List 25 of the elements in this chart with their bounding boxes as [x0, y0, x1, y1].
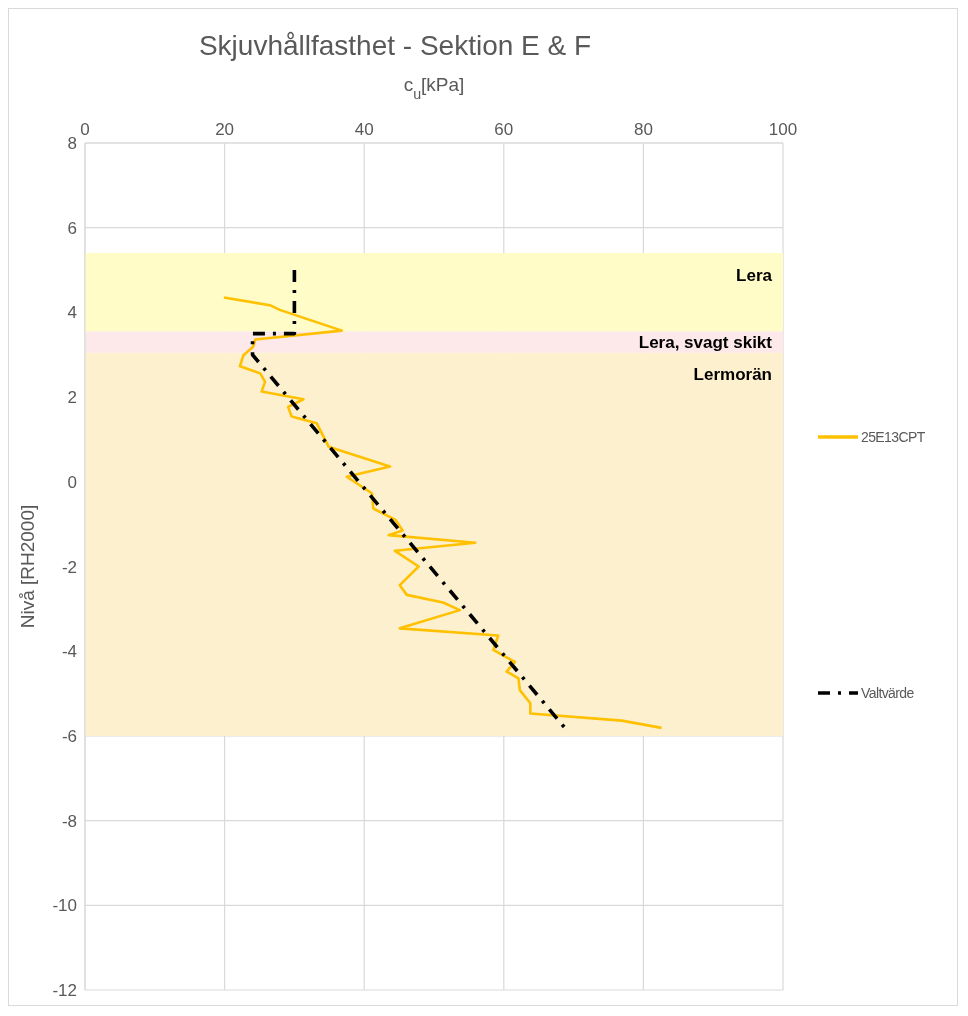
y-tick-label: -6: [61, 726, 77, 746]
legend-label: Valtvärde: [861, 685, 914, 701]
y-tick-label: 0: [67, 472, 77, 492]
x-tick-label: 80: [633, 120, 653, 139]
x-axis-title: c$_{u}$[kPa]: [403, 74, 465, 102]
y-tick-label: -12: [52, 981, 77, 1001]
y-tick-label: -10: [52, 896, 77, 916]
band-label: Lera: [736, 265, 773, 285]
y-tick-label: 8: [67, 134, 77, 154]
y-tick-label: -4: [61, 642, 77, 662]
y-tick-label: 4: [67, 303, 77, 323]
band-label: Lermorän: [693, 365, 772, 385]
legend-label: 25E13CPT: [861, 429, 925, 445]
x-tick-label: 100: [768, 120, 798, 139]
y-tick-label: 6: [67, 218, 77, 238]
x-tick-label: 40: [354, 120, 374, 139]
x-tick-label: 0: [80, 120, 90, 139]
band-label: Lera, svagt skikt: [638, 332, 773, 352]
x-tick-label: 20: [215, 120, 235, 139]
y-tick-label: -8: [61, 811, 77, 831]
x-tick-label: 60: [494, 120, 514, 139]
y-axis-title: Nivå [RH2000]: [16, 504, 38, 629]
chart-title: Skjuvhållfasthet - Sektion E & F: [197, 29, 593, 63]
y-tick-label: -2: [61, 557, 77, 577]
y-tick-label: 2: [67, 388, 77, 408]
